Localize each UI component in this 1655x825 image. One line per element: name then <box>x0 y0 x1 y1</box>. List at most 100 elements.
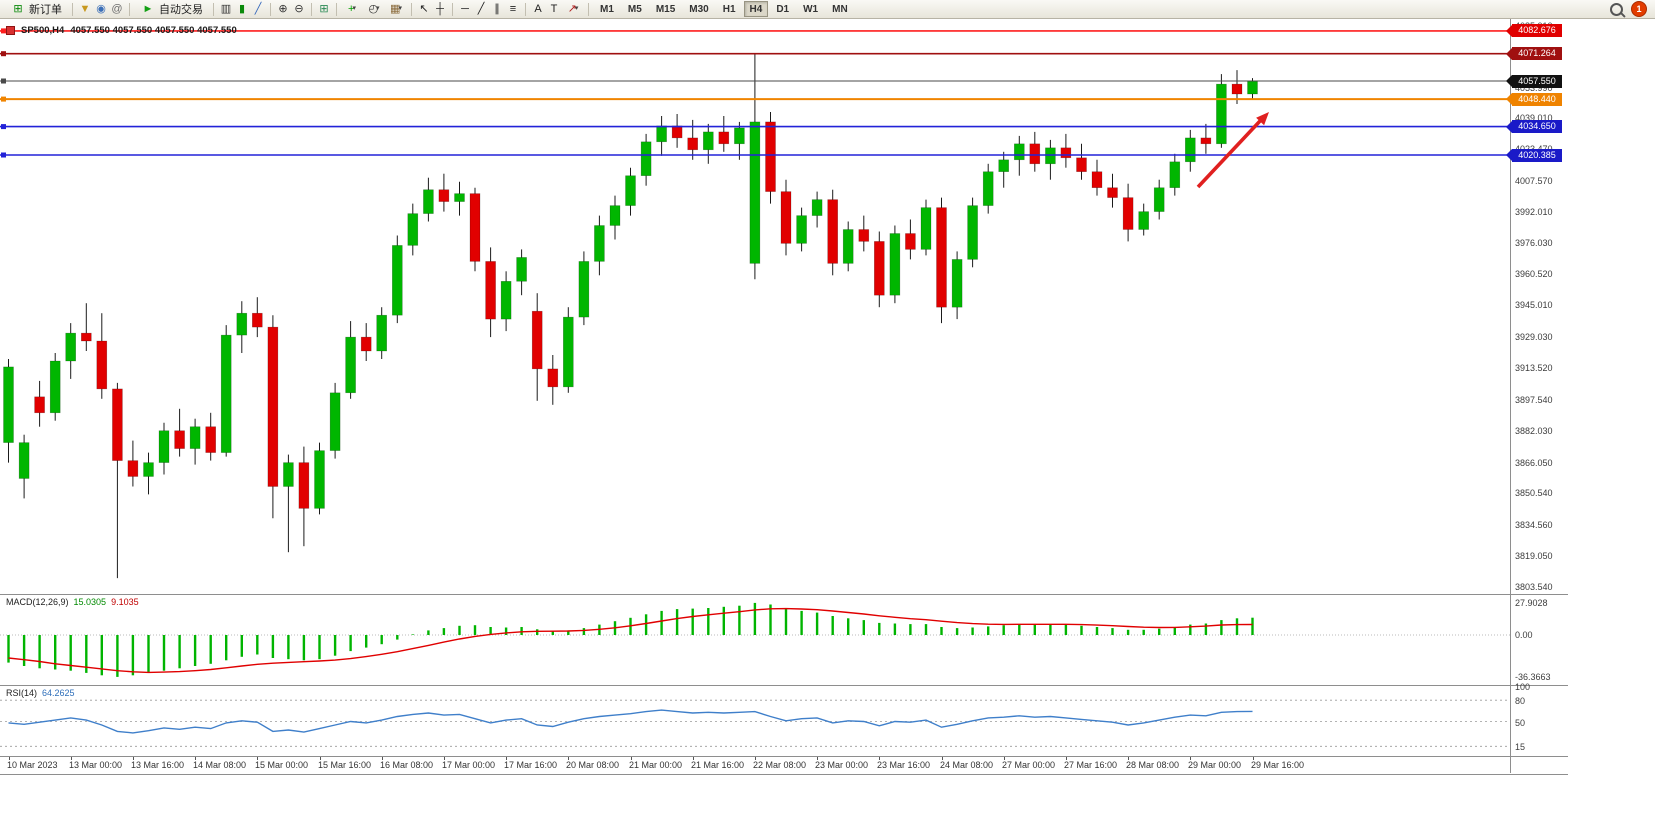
rsi-value: 64.2625 <box>42 688 75 698</box>
timeframe-d1[interactable]: D1 <box>770 1 795 17</box>
time-axis-label: 15 Mar 00:00 <box>255 760 309 770</box>
zoom-in-icon[interactable]: ⊕ <box>278 3 288 15</box>
time-axis-label: 23 Mar 00:00 <box>815 760 869 770</box>
line-chart-icon[interactable]: ╱ <box>254 3 262 15</box>
new-order-button[interactable]: ⊞ 新订单 <box>4 0 68 19</box>
rsi-panel-label: RSI(14) 64.2625 <box>6 688 75 698</box>
time-axis-label: 10 Mar 2023 <box>7 760 58 770</box>
price-badge: 4048.440 <box>1506 92 1562 106</box>
price-axis-border <box>1510 19 1511 773</box>
time-axis-tick <box>817 757 818 760</box>
toolbar-separator <box>311 2 312 16</box>
panel-divider[interactable] <box>0 685 1568 686</box>
price-axis-label: 4039.010 <box>1515 112 1553 123</box>
macd-signal-value: 9.1035 <box>111 597 139 607</box>
tile-windows-icon[interactable]: ⊞ <box>319 3 329 15</box>
price-chart-canvas[interactable] <box>0 19 1510 595</box>
bar-chart-icon[interactable]: ▥ <box>220 3 232 15</box>
timeframe-mn[interactable]: MN <box>826 1 854 17</box>
dropdown-caret-icon: ▾ <box>574 5 579 12</box>
toolbar-separator <box>336 2 337 16</box>
time-axis-tick <box>568 757 569 760</box>
candlestick-chart-icon[interactable]: ▮ <box>238 3 246 15</box>
chart-marker-icon <box>6 26 15 35</box>
timeframe-m30[interactable]: M30 <box>683 1 714 17</box>
autotrading-play-icon: ► <box>142 3 154 15</box>
templates-icon[interactable]: ▦ ▾ <box>390 3 402 15</box>
macd-panel-canvas[interactable] <box>0 595 1510 686</box>
price-axis-label: 3803.540 <box>1515 582 1553 592</box>
autotrading-label: 自动交易 <box>159 4 203 16</box>
toolbar-separator <box>72 2 73 16</box>
axis-bottom-line <box>0 774 1568 775</box>
price-axis-label: 3819.050 <box>1515 551 1553 562</box>
time-axis-tick <box>506 757 507 760</box>
dropdown-caret-icon: ▾ <box>352 5 356 12</box>
time-axis-tick <box>879 757 880 760</box>
time-axis-label: 16 Mar 08:00 <box>380 760 434 770</box>
time-axis-tick <box>693 757 694 760</box>
macd-axis-label: 0.00 <box>1515 630 1533 640</box>
toolbar-icon-groups: ▥ ▮ ╱ ⊕ ⊖ ⊞ + ▾ ◴ ▾ ▦ ▾ ↖ ┼ ─ ╱ ∥ ≡ A T ↗ ▾ <box>218 1 584 17</box>
rsi-axis-label: 100 <box>1515 682 1531 692</box>
time-axis-tick <box>942 757 943 760</box>
price-axis-label: 3992.010 <box>1515 206 1553 217</box>
time-axis-label: 28 Mar 08:00 <box>1126 760 1180 770</box>
timeframe-m15[interactable]: M15 <box>650 1 681 17</box>
price-badge: 4071.264 <box>1506 47 1562 61</box>
horizontal-line-icon[interactable]: ─ <box>461 3 469 15</box>
time-axis-label: 21 Mar 00:00 <box>629 760 683 770</box>
rsi-panel-canvas[interactable] <box>0 686 1510 757</box>
periods-icon[interactable]: ◴ ▾ <box>368 3 380 15</box>
zoom-out-icon[interactable]: ⊖ <box>294 3 304 15</box>
channel-icon[interactable]: ∥ <box>494 3 500 15</box>
trendline-icon[interactable]: ╱ <box>477 3 485 15</box>
toolbar-left-icons: ▼ ◉ @ <box>77 1 125 17</box>
profiles-icon[interactable]: ◉ <box>96 3 106 15</box>
panel-divider <box>0 756 1568 757</box>
macd-name: MACD(12,26,9) <box>6 597 69 607</box>
community-icon[interactable]: @ <box>111 3 123 15</box>
toolbar-right: 1 <box>1610 1 1651 17</box>
toolbar-separator <box>213 2 214 16</box>
timeframe-buttons: M1 M5 M15 M30 H1 H4 D1 W1 MN <box>593 1 855 17</box>
cursor-icon[interactable]: ↖ <box>419 3 429 15</box>
search-icon[interactable] <box>1610 2 1623 16</box>
timeframe-h4[interactable]: H4 <box>743 1 769 17</box>
time-axis-label: 21 Mar 16:00 <box>691 760 745 770</box>
time-axis-label: 27 Mar 00:00 <box>1002 760 1056 770</box>
toolbar-separator <box>270 2 271 16</box>
timeframe-w1[interactable]: W1 <box>797 1 824 17</box>
time-axis-tick <box>9 757 10 760</box>
time-axis-tick <box>444 757 445 760</box>
macd-panel-label: MACD(12,26,9) 15.0305 9.1035 <box>6 597 139 607</box>
time-axis-label: 14 Mar 08:00 <box>193 760 247 770</box>
price-axis-label: 3913.520 <box>1515 362 1553 373</box>
label-icon[interactable]: T <box>550 3 558 15</box>
time-axis-tick <box>133 757 134 760</box>
time-axis-label: 15 Mar 16:00 <box>318 760 372 770</box>
time-axis-label: 13 Mar 00:00 <box>69 760 123 770</box>
time-axis-label: 20 Mar 08:00 <box>566 760 620 770</box>
autotrading-button[interactable]: ► 自动交易 <box>134 0 209 19</box>
time-axis-label: 27 Mar 16:00 <box>1064 760 1118 770</box>
funnel-icon[interactable]: ▼ <box>79 3 91 15</box>
notification-badge[interactable]: 1 <box>1631 1 1647 17</box>
price-axis-label: 3834.560 <box>1515 520 1553 531</box>
price-badge: 4020.385 <box>1506 148 1562 162</box>
timeframe-m1[interactable]: M1 <box>594 1 620 17</box>
time-axis-tick <box>631 757 632 760</box>
timeframe-m5[interactable]: M5 <box>622 1 648 17</box>
main-toolbar: ⊞ 新订单 ▼ ◉ @ ► 自动交易 ▥ ▮ ╱ ⊕ ⊖ ⊞ + ▾ ◴ ▾ ▦ ▾ ↖ ┼ ─ ╱ ∥ ≡ A T ↗ ▾ … <box>0 0 1655 19</box>
price-axis-label: 3866.050 <box>1515 457 1553 468</box>
text-icon[interactable]: A <box>534 3 542 15</box>
shapes-icon[interactable]: ↗ ▾ <box>567 3 579 15</box>
timeframe-h1[interactable]: H1 <box>717 1 742 17</box>
time-axis-label: 17 Mar 00:00 <box>442 760 496 770</box>
fibonacci-icon[interactable]: ≡ <box>509 3 517 15</box>
panel-divider[interactable] <box>0 594 1568 595</box>
macd-axis-label: 27.9028 <box>1515 598 1548 608</box>
crosshair-icon[interactable]: ┼ <box>436 3 444 15</box>
price-axis-label: 3976.030 <box>1515 238 1553 249</box>
indicators-icon[interactable]: + ▾ <box>348 3 356 15</box>
